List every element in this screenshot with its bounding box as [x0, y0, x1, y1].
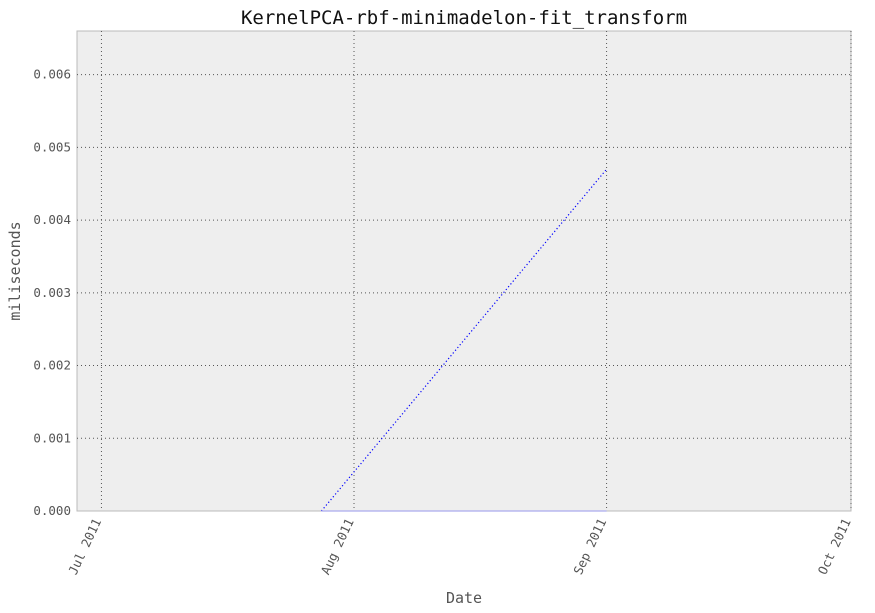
- y-tick-label: 0.001: [33, 430, 71, 445]
- y-tick-label: 0.002: [33, 358, 71, 373]
- y-tick-label: 0.005: [33, 139, 71, 154]
- series-layer: [320, 168, 608, 512]
- plot-area: [76, 30, 852, 512]
- y-tick-label: 0.006: [33, 67, 71, 82]
- x-tick-label: Sep 2011: [570, 516, 609, 577]
- y-tick-label: 0.004: [33, 212, 71, 227]
- series-line-1: [320, 168, 608, 512]
- y-tick-labels: 0.000 0.001 0.002 0.003 0.004 0.005 0.006: [33, 67, 71, 518]
- chart-title: KernelPCA-rbf-minimadelon-fit_transform: [241, 7, 687, 29]
- x-tick-label: Jul 2011: [65, 516, 104, 577]
- grid: [77, 31, 852, 511]
- x-tick-labels: Jul 2011 Aug 2011 Sep 2011 Oct 2011: [65, 516, 854, 577]
- x-tick-label: Aug 2011: [318, 516, 357, 577]
- y-tick-label: 0.003: [33, 285, 71, 300]
- x-axis-label: Date: [446, 589, 482, 607]
- y-axis-label: miliseconds: [6, 221, 24, 320]
- x-tick-label: Oct 2011: [815, 516, 854, 577]
- y-tick-label: 0.000: [33, 503, 71, 518]
